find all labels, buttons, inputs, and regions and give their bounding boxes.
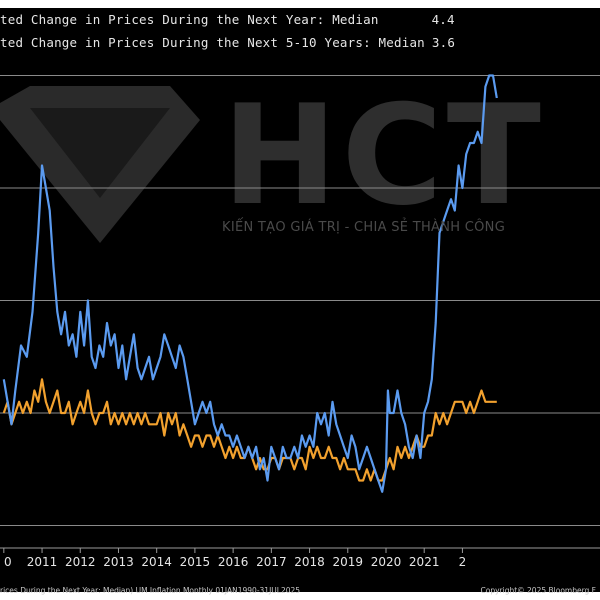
legend-value-five-ten-year: 3.6 (431, 35, 456, 50)
x-tick-label-6: 2016 (218, 555, 249, 569)
x-tick-label-7: 2017 (256, 555, 287, 569)
x-tick-label-5: 2015 (180, 555, 211, 569)
x-tick-label-8: 2018 (294, 555, 325, 569)
footer-copyright: Copyright© 2025 Bloomberg F (480, 586, 597, 595)
x-tick-label-2: 2012 (65, 555, 96, 569)
x-tick-label-3: 2013 (103, 555, 134, 569)
footer-source: rices During the Next Year: Median) UM I… (0, 586, 301, 595)
watermark-logo-text: HCT (222, 75, 545, 236)
x-tick-label-4: 2014 (141, 555, 172, 569)
x-tick-label-12: 2 (459, 555, 467, 569)
watermark-logo: HCT (0, 75, 545, 243)
series-line-one-year (2, 74, 498, 493)
x-tick-label-11: 2021 (409, 555, 440, 569)
x-tick-labels: 0 2011 2012 2013 2014 2015 2016 2017 2018 2019 202… (3, 548, 467, 569)
x-tick-label-10: 2020 (371, 555, 402, 569)
legend-item-five-ten-year: ted Change in Prices During the Next 5-1… (0, 35, 455, 50)
legend-label-one-year: ted Change in Prices During the Next Yea… (0, 12, 379, 27)
series-one-year (2, 74, 498, 493)
legend-item-one-year: ted Change in Prices During the Next Yea… (0, 12, 455, 27)
legend-value-one-year: 4.4 (431, 12, 455, 27)
watermark-tagline: KIẾN TẠO GIÁ TRỊ - CHIA SẺ THÀNH CÔNG (222, 220, 506, 235)
x-tick-label-9: 2019 (332, 555, 363, 569)
chart-plot: HCT 0 2011 2012 2013 2014 2015 2016 2017 2018 201… (0, 8, 600, 592)
x-tick-label-1: 2011 (27, 555, 58, 569)
x-tick-label-0: 0 (4, 555, 12, 569)
legend-label-five-ten-year: ted Change in Prices During the Next 5-1… (0, 35, 425, 50)
watermark-diamond-inner (30, 108, 170, 198)
